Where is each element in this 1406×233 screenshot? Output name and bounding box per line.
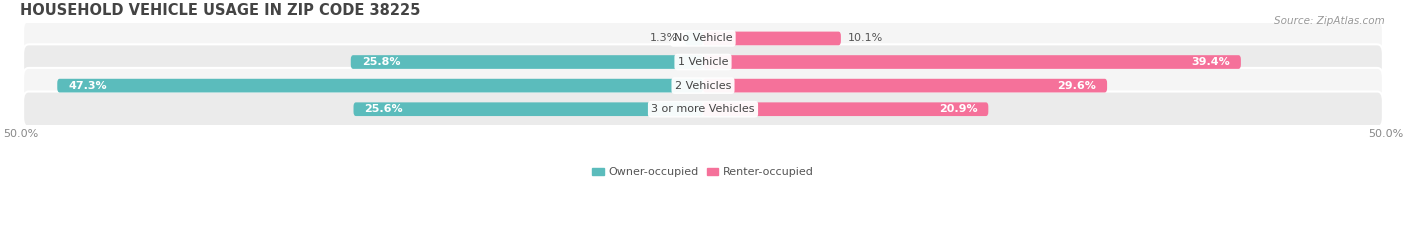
FancyBboxPatch shape: [685, 32, 703, 45]
FancyBboxPatch shape: [58, 79, 703, 93]
Text: Source: ZipAtlas.com: Source: ZipAtlas.com: [1274, 16, 1385, 26]
Text: 25.6%: 25.6%: [364, 104, 404, 114]
FancyBboxPatch shape: [703, 55, 1241, 69]
Text: No Vehicle: No Vehicle: [673, 34, 733, 43]
Text: 2 Vehicles: 2 Vehicles: [675, 81, 731, 91]
Text: 1 Vehicle: 1 Vehicle: [678, 57, 728, 67]
Text: 20.9%: 20.9%: [939, 104, 977, 114]
FancyBboxPatch shape: [22, 21, 1384, 56]
Text: 3 or more Vehicles: 3 or more Vehicles: [651, 104, 755, 114]
Text: 25.8%: 25.8%: [361, 57, 401, 67]
Text: 1.3%: 1.3%: [650, 34, 679, 43]
Legend: Owner-occupied, Renter-occupied: Owner-occupied, Renter-occupied: [588, 163, 818, 182]
FancyBboxPatch shape: [703, 79, 1107, 93]
Text: 39.4%: 39.4%: [1191, 57, 1230, 67]
FancyBboxPatch shape: [703, 32, 841, 45]
FancyBboxPatch shape: [22, 92, 1384, 127]
Text: 47.3%: 47.3%: [67, 81, 107, 91]
Text: 10.1%: 10.1%: [848, 34, 883, 43]
Text: 29.6%: 29.6%: [1057, 81, 1097, 91]
FancyBboxPatch shape: [353, 102, 703, 116]
FancyBboxPatch shape: [350, 55, 703, 69]
Text: HOUSEHOLD VEHICLE USAGE IN ZIP CODE 38225: HOUSEHOLD VEHICLE USAGE IN ZIP CODE 3822…: [21, 3, 420, 18]
FancyBboxPatch shape: [22, 44, 1384, 80]
FancyBboxPatch shape: [22, 68, 1384, 103]
FancyBboxPatch shape: [703, 102, 988, 116]
